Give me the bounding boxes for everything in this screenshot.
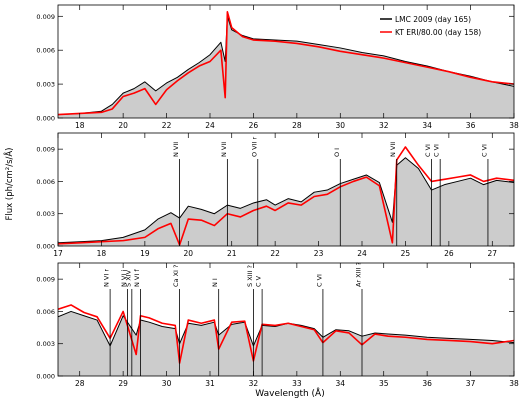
x-tick-label: 37 <box>466 379 476 388</box>
annotation-label: Ar XIII ? <box>355 262 363 287</box>
plot-area <box>58 10 514 118</box>
panel-top: 18 20 22 24 26 28 30 32 34 36 38 0.000 0.003 0.006 0.0… <box>36 4 519 130</box>
x-tick-label: 33 <box>292 379 302 388</box>
x-tick-label: 36 <box>466 121 476 130</box>
annotation-label: N VI f <box>133 269 141 287</box>
x-tick-label: 19 <box>140 249 150 258</box>
x-tick-label: 35 <box>379 379 389 388</box>
x-tick-label: 28 <box>292 121 302 130</box>
plot-area <box>58 289 514 376</box>
series-line-kt-eri <box>58 146 514 246</box>
panel-frame <box>57 4 515 119</box>
x-tick-label: 30 <box>162 379 172 388</box>
series-fill-lmc <box>58 311 514 376</box>
legend: LMC 2009 (day 165) KT ERI/80.00 (day 158… <box>380 15 481 37</box>
annotation-label: C V <box>255 275 263 287</box>
x-tick-label: 31 <box>205 379 215 388</box>
plot-area <box>58 146 514 246</box>
annotation-label: N VII <box>172 142 180 157</box>
annotation-label: C VI <box>315 274 323 287</box>
y-tick-label: 0.009 <box>36 276 55 284</box>
x-tick-label: 24 <box>205 121 215 130</box>
series-line-kt-eri <box>58 10 514 116</box>
x-tick-label: 32 <box>249 379 259 388</box>
x-tick-label: 22 <box>162 121 172 130</box>
annotation-label: N I <box>211 278 219 287</box>
x-tick-label: 32 <box>379 121 389 130</box>
x-tick-label: 30 <box>336 121 346 130</box>
x-tick-label: 23 <box>314 249 324 258</box>
x-tick-label: 20 <box>118 121 128 130</box>
series-line-kt-eri <box>58 304 514 364</box>
y-tick-label: 0.003 <box>36 210 55 218</box>
y-tick-label: 0.003 <box>36 340 55 348</box>
series-line-lmc <box>58 310 514 347</box>
x-tick-label: 29 <box>118 379 128 388</box>
y-tick-label: 0.003 <box>36 81 55 89</box>
x-axis-label: Wavelength (Å) <box>255 387 324 399</box>
x-tick-label: 26 <box>249 121 259 130</box>
series-fill-lmc <box>58 157 514 246</box>
panel-frame <box>57 132 515 247</box>
x-tick-label: 38 <box>509 121 519 130</box>
annotation-label: N VII <box>220 142 228 157</box>
x-tick-label: 24 <box>357 249 367 258</box>
x-tick-label: 38 <box>509 379 519 388</box>
series-fill-lmc <box>58 16 514 118</box>
annotation-label: C VI <box>424 144 432 157</box>
chart-panels: 18 20 22 24 26 28 30 32 34 36 38 0.000 0.003 0.006 0.0… <box>36 4 519 388</box>
annotation-label: N VII <box>389 142 397 157</box>
x-tick-label: 17 <box>53 249 63 258</box>
y-tick-label: 0.006 <box>36 47 55 55</box>
annotation-label: S XIII ? <box>246 265 254 287</box>
x-tick-label: 26 <box>444 249 454 258</box>
x-tick-label: 25 <box>401 249 411 258</box>
x-tick-label: 22 <box>270 249 280 258</box>
annotation-label: S XIV <box>124 269 132 287</box>
x-tick-label: 21 <box>227 249 237 258</box>
y-tick-label: 0.009 <box>36 13 55 21</box>
annotation-label: O VII r <box>250 136 258 157</box>
y-tick-label: 0.009 <box>36 146 55 154</box>
annotation-label: O I <box>333 148 341 157</box>
x-tick-label: 18 <box>97 249 107 258</box>
legend-label-lmc: LMC 2009 (day 165) <box>395 15 471 24</box>
x-tick-label: 18 <box>75 121 85 130</box>
annotation-label: C VI <box>480 144 488 157</box>
y-tick-label: 0.000 <box>36 115 55 123</box>
x-tick-label: 28 <box>75 379 85 388</box>
legend-label-kt-eri: KT ERI/80.00 (day 158) <box>395 28 481 37</box>
panel-frame <box>57 262 515 377</box>
y-tick-label: 0.006 <box>36 178 55 186</box>
y-axis-label: Flux (ph/cm²/s/Å) <box>3 148 15 221</box>
x-tick-label: 34 <box>336 379 346 388</box>
y-tick-label: 0.006 <box>36 308 55 316</box>
panel-bottom: N VI r N VI iS XIV N VI f Ca XI ? N I S XIII … <box>36 262 519 388</box>
x-tick-label: 27 <box>488 249 498 258</box>
series-line-lmc <box>58 157 514 244</box>
x-tick-label: 36 <box>422 379 432 388</box>
x-tick-label: 34 <box>422 121 432 130</box>
y-tick-label: 0.000 <box>36 373 55 381</box>
annotation-label: C VI <box>433 144 441 157</box>
y-tick-label: 0.000 <box>36 243 55 251</box>
x-tick-label: 20 <box>184 249 194 258</box>
annotation-label: Ca XI ? <box>172 265 180 287</box>
annotation-label: N VI i <box>120 270 128 287</box>
annotation-label: N VI r <box>103 269 111 287</box>
